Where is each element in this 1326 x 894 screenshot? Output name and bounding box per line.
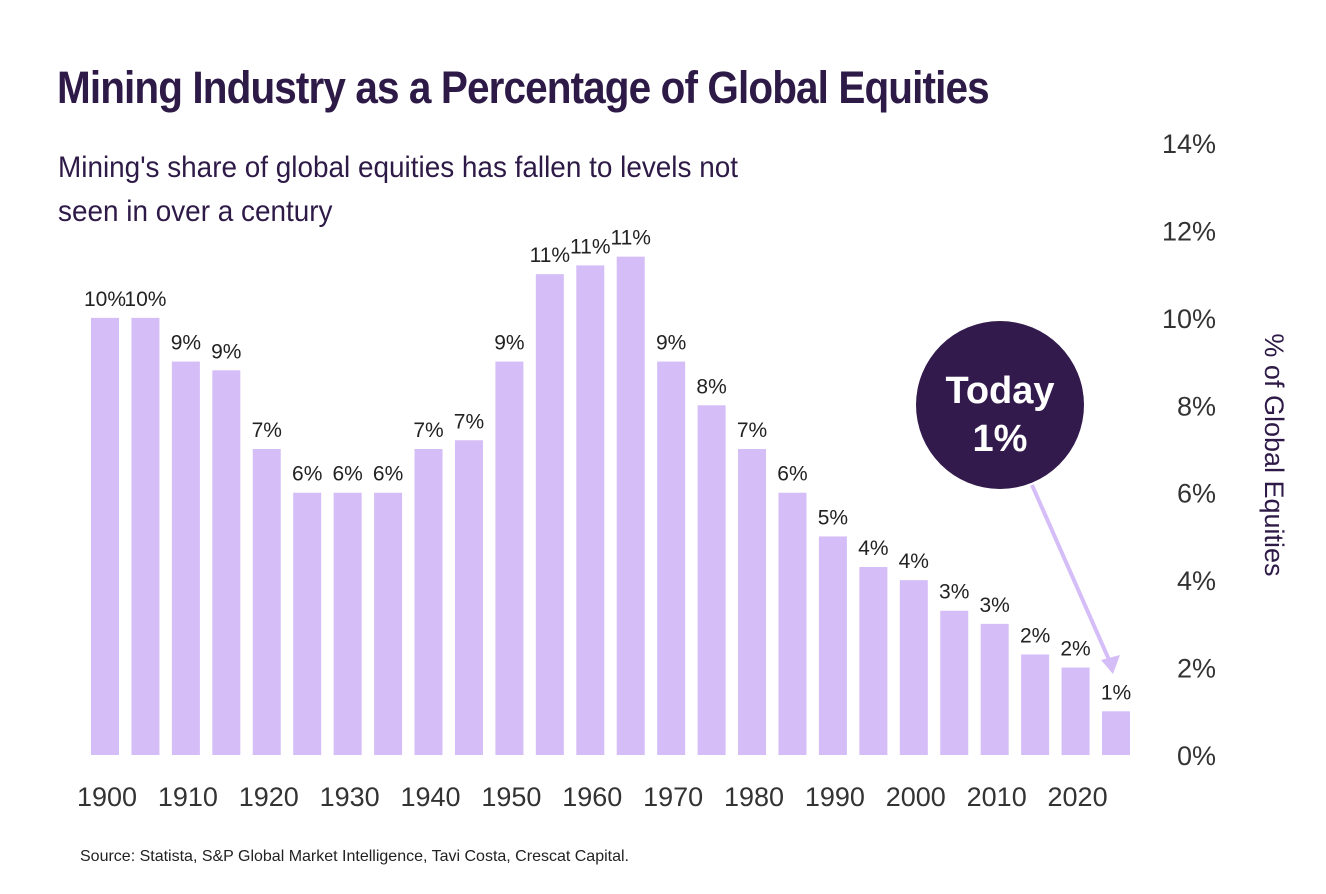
bar-1950 [495, 361, 524, 755]
data-label-1990: 5% [818, 506, 848, 529]
x-tick-label: 1920 [239, 782, 299, 812]
data-label-1900: 10% [84, 288, 126, 311]
bar-1910 [171, 361, 200, 755]
y-tick-label: 8% [1177, 391, 1216, 421]
data-label-2015: 2% [1020, 624, 1050, 647]
data-label-1915: 9% [211, 340, 241, 363]
x-tick-label: 1960 [562, 782, 622, 812]
y-tick-label: 10% [1162, 304, 1216, 334]
data-label-1910: 9% [171, 332, 201, 355]
data-label-1970: 9% [656, 332, 686, 355]
bar-2020 [1061, 667, 1090, 755]
bar-2010 [980, 623, 1009, 755]
data-label-1975: 8% [696, 375, 726, 398]
y-axis-title: % of Global Equities [1259, 333, 1289, 576]
callout-arrow [1030, 484, 1112, 663]
y-tick-label: 0% [1177, 741, 1216, 771]
data-label-2000: 4% [899, 550, 929, 573]
bar-1980 [738, 449, 767, 755]
bar-1900 [91, 317, 119, 755]
bar-2005 [940, 610, 969, 755]
bar-1995 [859, 567, 888, 755]
chart-subtitle: Mining's share of global equities has fa… [58, 151, 738, 228]
data-label-1955: 11% [530, 244, 570, 267]
x-tick-label: 2010 [967, 782, 1027, 812]
bar-1905 [131, 317, 160, 755]
callout-arrowhead [1101, 655, 1120, 674]
data-label-1985: 6% [777, 463, 807, 486]
y-tick-label: 4% [1177, 566, 1216, 596]
data-label-2010: 3% [980, 594, 1010, 617]
chart-title: Mining Industry as a Percentage of Globa… [57, 62, 990, 113]
bar-2025 [1102, 711, 1130, 755]
bar-1975 [697, 405, 726, 755]
data-label-1965: 11% [610, 227, 650, 250]
data-label-2025: 1% [1101, 681, 1131, 704]
x-tick-label: 1980 [724, 782, 784, 812]
x-tick-label: 1990 [805, 782, 865, 812]
bar-1935 [374, 492, 403, 755]
data-label-1930: 6% [332, 463, 362, 486]
bar-1970 [657, 361, 686, 755]
bar-1915 [212, 370, 241, 755]
bar-1955 [535, 274, 564, 755]
x-tick-label: 2000 [886, 782, 946, 812]
bar-1940 [414, 449, 443, 755]
callout-line2: 1% [973, 418, 1028, 460]
source-note: Source: Statista, S&P Global Market Inte… [80, 848, 629, 865]
data-label-1995: 4% [858, 537, 888, 560]
x-tick-label: 1930 [320, 782, 380, 812]
bar-1960 [576, 265, 605, 755]
data-label-1980: 7% [737, 419, 767, 442]
y-tick-label: 14% [1162, 129, 1216, 159]
data-label-1920: 7% [252, 419, 282, 442]
data-label-2005: 3% [939, 581, 969, 604]
data-label-2020: 2% [1060, 638, 1090, 661]
data-label-1950: 9% [494, 332, 524, 355]
y-tick-label: 2% [1177, 654, 1216, 684]
x-tick-label: 2020 [1048, 782, 1108, 812]
bar-1920 [252, 449, 281, 755]
bar-2015 [1021, 654, 1050, 755]
x-tick-label: 1900 [77, 782, 137, 812]
y-tick-label: 6% [1177, 479, 1216, 509]
y-tick-label: 12% [1162, 216, 1216, 246]
bar-2000 [899, 580, 928, 755]
data-label-1940: 7% [413, 419, 443, 442]
x-tick-label: 1940 [400, 782, 460, 812]
bar-1925 [293, 492, 322, 755]
callout-line1: Today [945, 370, 1054, 412]
today-callout-circle [916, 321, 1084, 489]
x-tick-label: 1970 [643, 782, 703, 812]
bar-1965 [616, 256, 645, 755]
bar-1930 [333, 492, 362, 755]
data-label-1960: 11% [570, 235, 610, 258]
data-label-1945: 7% [454, 410, 484, 433]
data-label-1935: 6% [373, 463, 403, 486]
bar-1985 [778, 492, 807, 755]
x-tick-label: 1950 [481, 782, 541, 812]
bar-1945 [454, 440, 483, 755]
data-label-1905: 10% [124, 288, 166, 311]
data-label-1925: 6% [292, 463, 322, 486]
x-tick-label: 1910 [158, 782, 218, 812]
bar-1990 [818, 536, 847, 755]
